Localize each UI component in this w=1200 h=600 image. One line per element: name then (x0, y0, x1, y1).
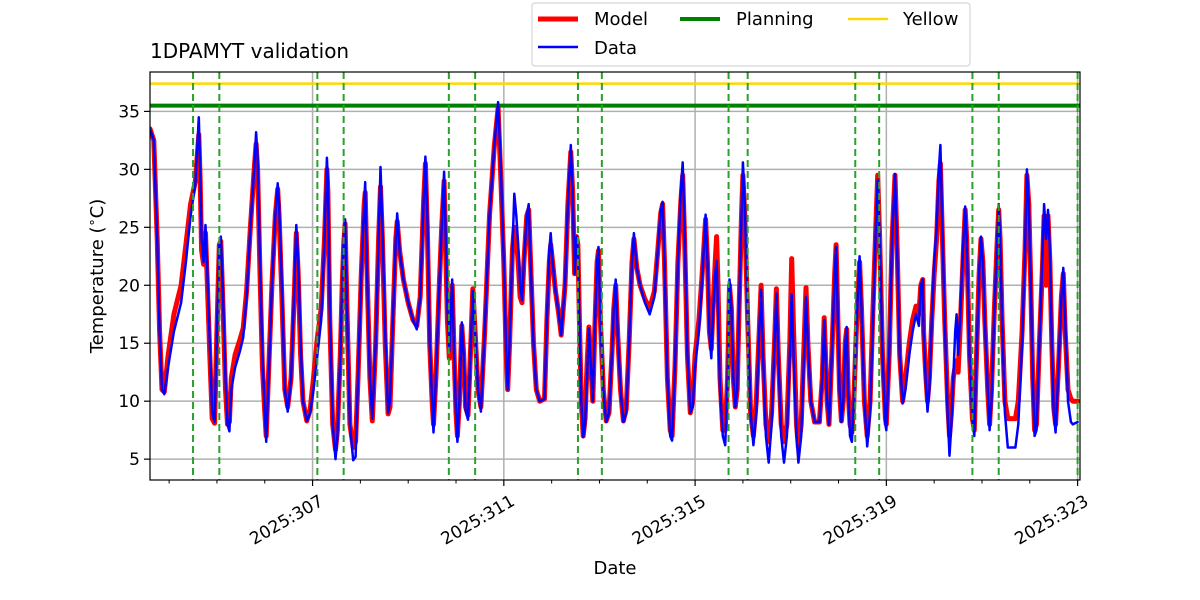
y-tick-label: 15 (118, 334, 140, 354)
series-group (150, 100, 1080, 464)
limit-lines (150, 82, 1080, 108)
y-axis-label-unit: C) (87, 199, 108, 219)
plot-area (150, 72, 1080, 480)
planning-markers (192, 72, 1079, 480)
x-axis-label: Date (593, 558, 636, 579)
y-axis-label: Temperature (∘C) (85, 199, 109, 355)
legend: Model Data Planning Yellow (531, 2, 971, 67)
plot-frame (149, 71, 1081, 481)
legend-label-planning: Planning (736, 9, 814, 30)
y-tick-label: 20 (118, 276, 140, 296)
y-axis-label-text: Temperature ( (87, 226, 108, 354)
legend-label-data: Data (594, 38, 637, 59)
y-axis: 5 10 15 20 25 30 35 (118, 102, 150, 470)
legend-label-yellow: Yellow (902, 9, 958, 30)
series-line-data (150, 100, 1079, 464)
y-tick-label: 10 (118, 392, 140, 412)
degree-symbol: ∘ (85, 218, 100, 226)
y-tick-label: 5 (129, 450, 140, 470)
legend-label-model: Model (594, 9, 648, 30)
chart-title: 1DPAMYT validation (150, 39, 349, 63)
y-tick-label: 30 (118, 160, 140, 180)
y-tick-label: 35 (118, 102, 140, 122)
y-tick-label: 25 (118, 218, 140, 238)
